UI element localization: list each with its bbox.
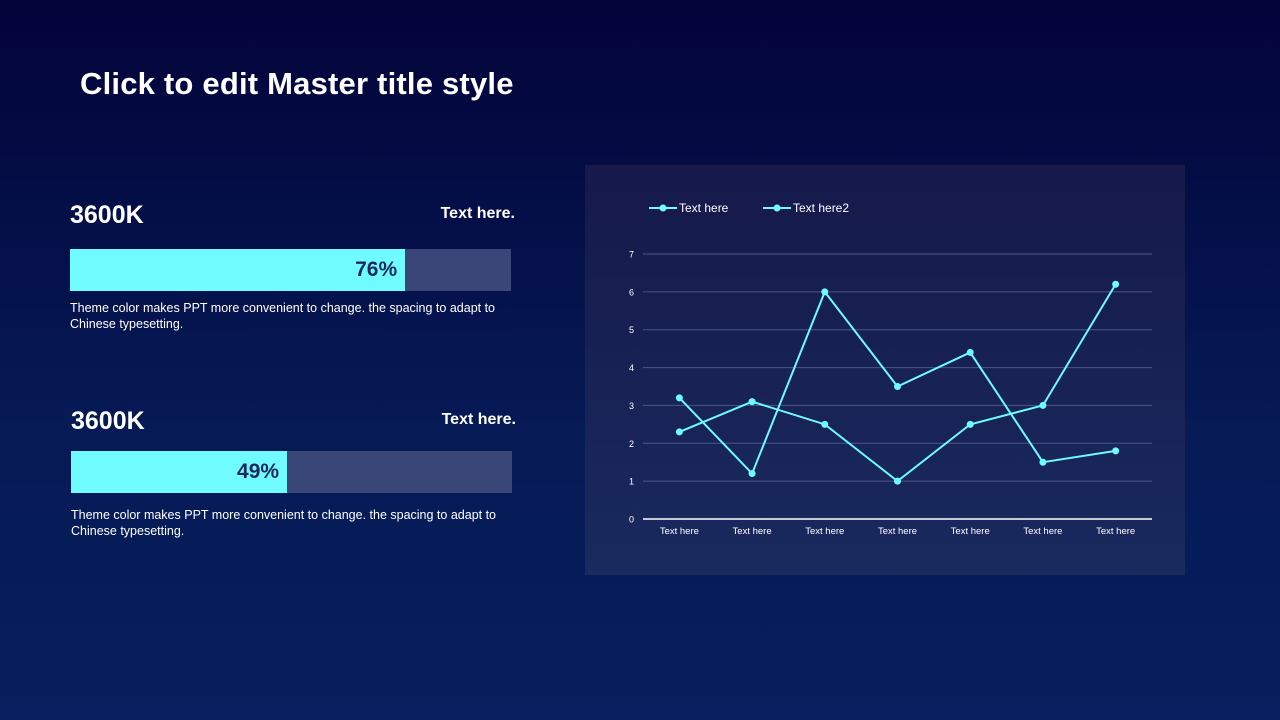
- legend-label: Text here2: [793, 201, 849, 215]
- legend-label: Text here: [679, 201, 729, 215]
- x-tick-label: Text here: [1096, 526, 1135, 537]
- progress-percent: 49%: [237, 460, 280, 483]
- x-tick-label: Text here: [951, 526, 990, 537]
- x-tick-label: Text here: [660, 526, 699, 537]
- y-tick-label: 2: [629, 439, 634, 449]
- line-chart: 0 1 2 3 4 5 6 7 Text here Text here Text here Text …: [629, 201, 1152, 537]
- data-point: [1039, 401, 1047, 409]
- x-tick-label: Text here: [1023, 526, 1062, 537]
- kpi-label: Text here.: [440, 205, 515, 222]
- kpi-value: 3600K: [70, 201, 144, 229]
- kpi-label: Text here.: [441, 411, 516, 428]
- kpi-value: 3600K: [71, 407, 145, 435]
- chart-panel: 0 1 2 3 4 5 6 7 Text here Text here Text here Text …: [585, 165, 1185, 575]
- data-point: [966, 420, 974, 428]
- data-point: [1112, 447, 1120, 455]
- progress-percent: 76%: [355, 258, 398, 281]
- y-tick-label: 5: [629, 325, 634, 335]
- data-point: [1039, 458, 1047, 466]
- series-line-1: [678, 289, 1116, 476]
- progress-fill: 49%: [71, 451, 288, 493]
- progress-bar: 49%: [71, 451, 512, 493]
- y-tick-label: 4: [629, 363, 634, 373]
- kpi-description: Theme color makes PPT more convenient to…: [71, 508, 497, 538]
- slide-title[interactable]: Click to edit Master title style: [80, 66, 514, 101]
- data-point: [748, 398, 756, 406]
- data-point: [748, 470, 756, 478]
- data-point: [966, 348, 974, 356]
- progress-fill: 76%: [70, 249, 406, 291]
- y-tick-label: 6: [629, 287, 634, 297]
- progress-bar: 76%: [70, 249, 511, 291]
- data-point: [675, 394, 683, 402]
- data-point: [894, 477, 901, 485]
- legend-swatch-marker: [773, 204, 781, 212]
- x-tick-label: Text here: [733, 526, 772, 537]
- kpi-description: Theme color makes PPT more convenient to…: [70, 301, 496, 331]
- data-point: [821, 420, 829, 428]
- legend-swatch-marker: [659, 204, 667, 212]
- y-tick-label: 7: [629, 250, 634, 260]
- data-point: [821, 288, 829, 296]
- data-point: [1112, 280, 1120, 288]
- data-point: [675, 428, 683, 436]
- y-tick-label: 0: [629, 515, 634, 525]
- series-line-2: [678, 283, 1117, 483]
- x-tick-label: Text here: [878, 526, 917, 537]
- y-tick-label: 1: [629, 477, 634, 487]
- x-tick-label: Text here: [805, 526, 844, 537]
- y-tick-label: 3: [629, 401, 634, 411]
- data-point: [894, 383, 901, 390]
